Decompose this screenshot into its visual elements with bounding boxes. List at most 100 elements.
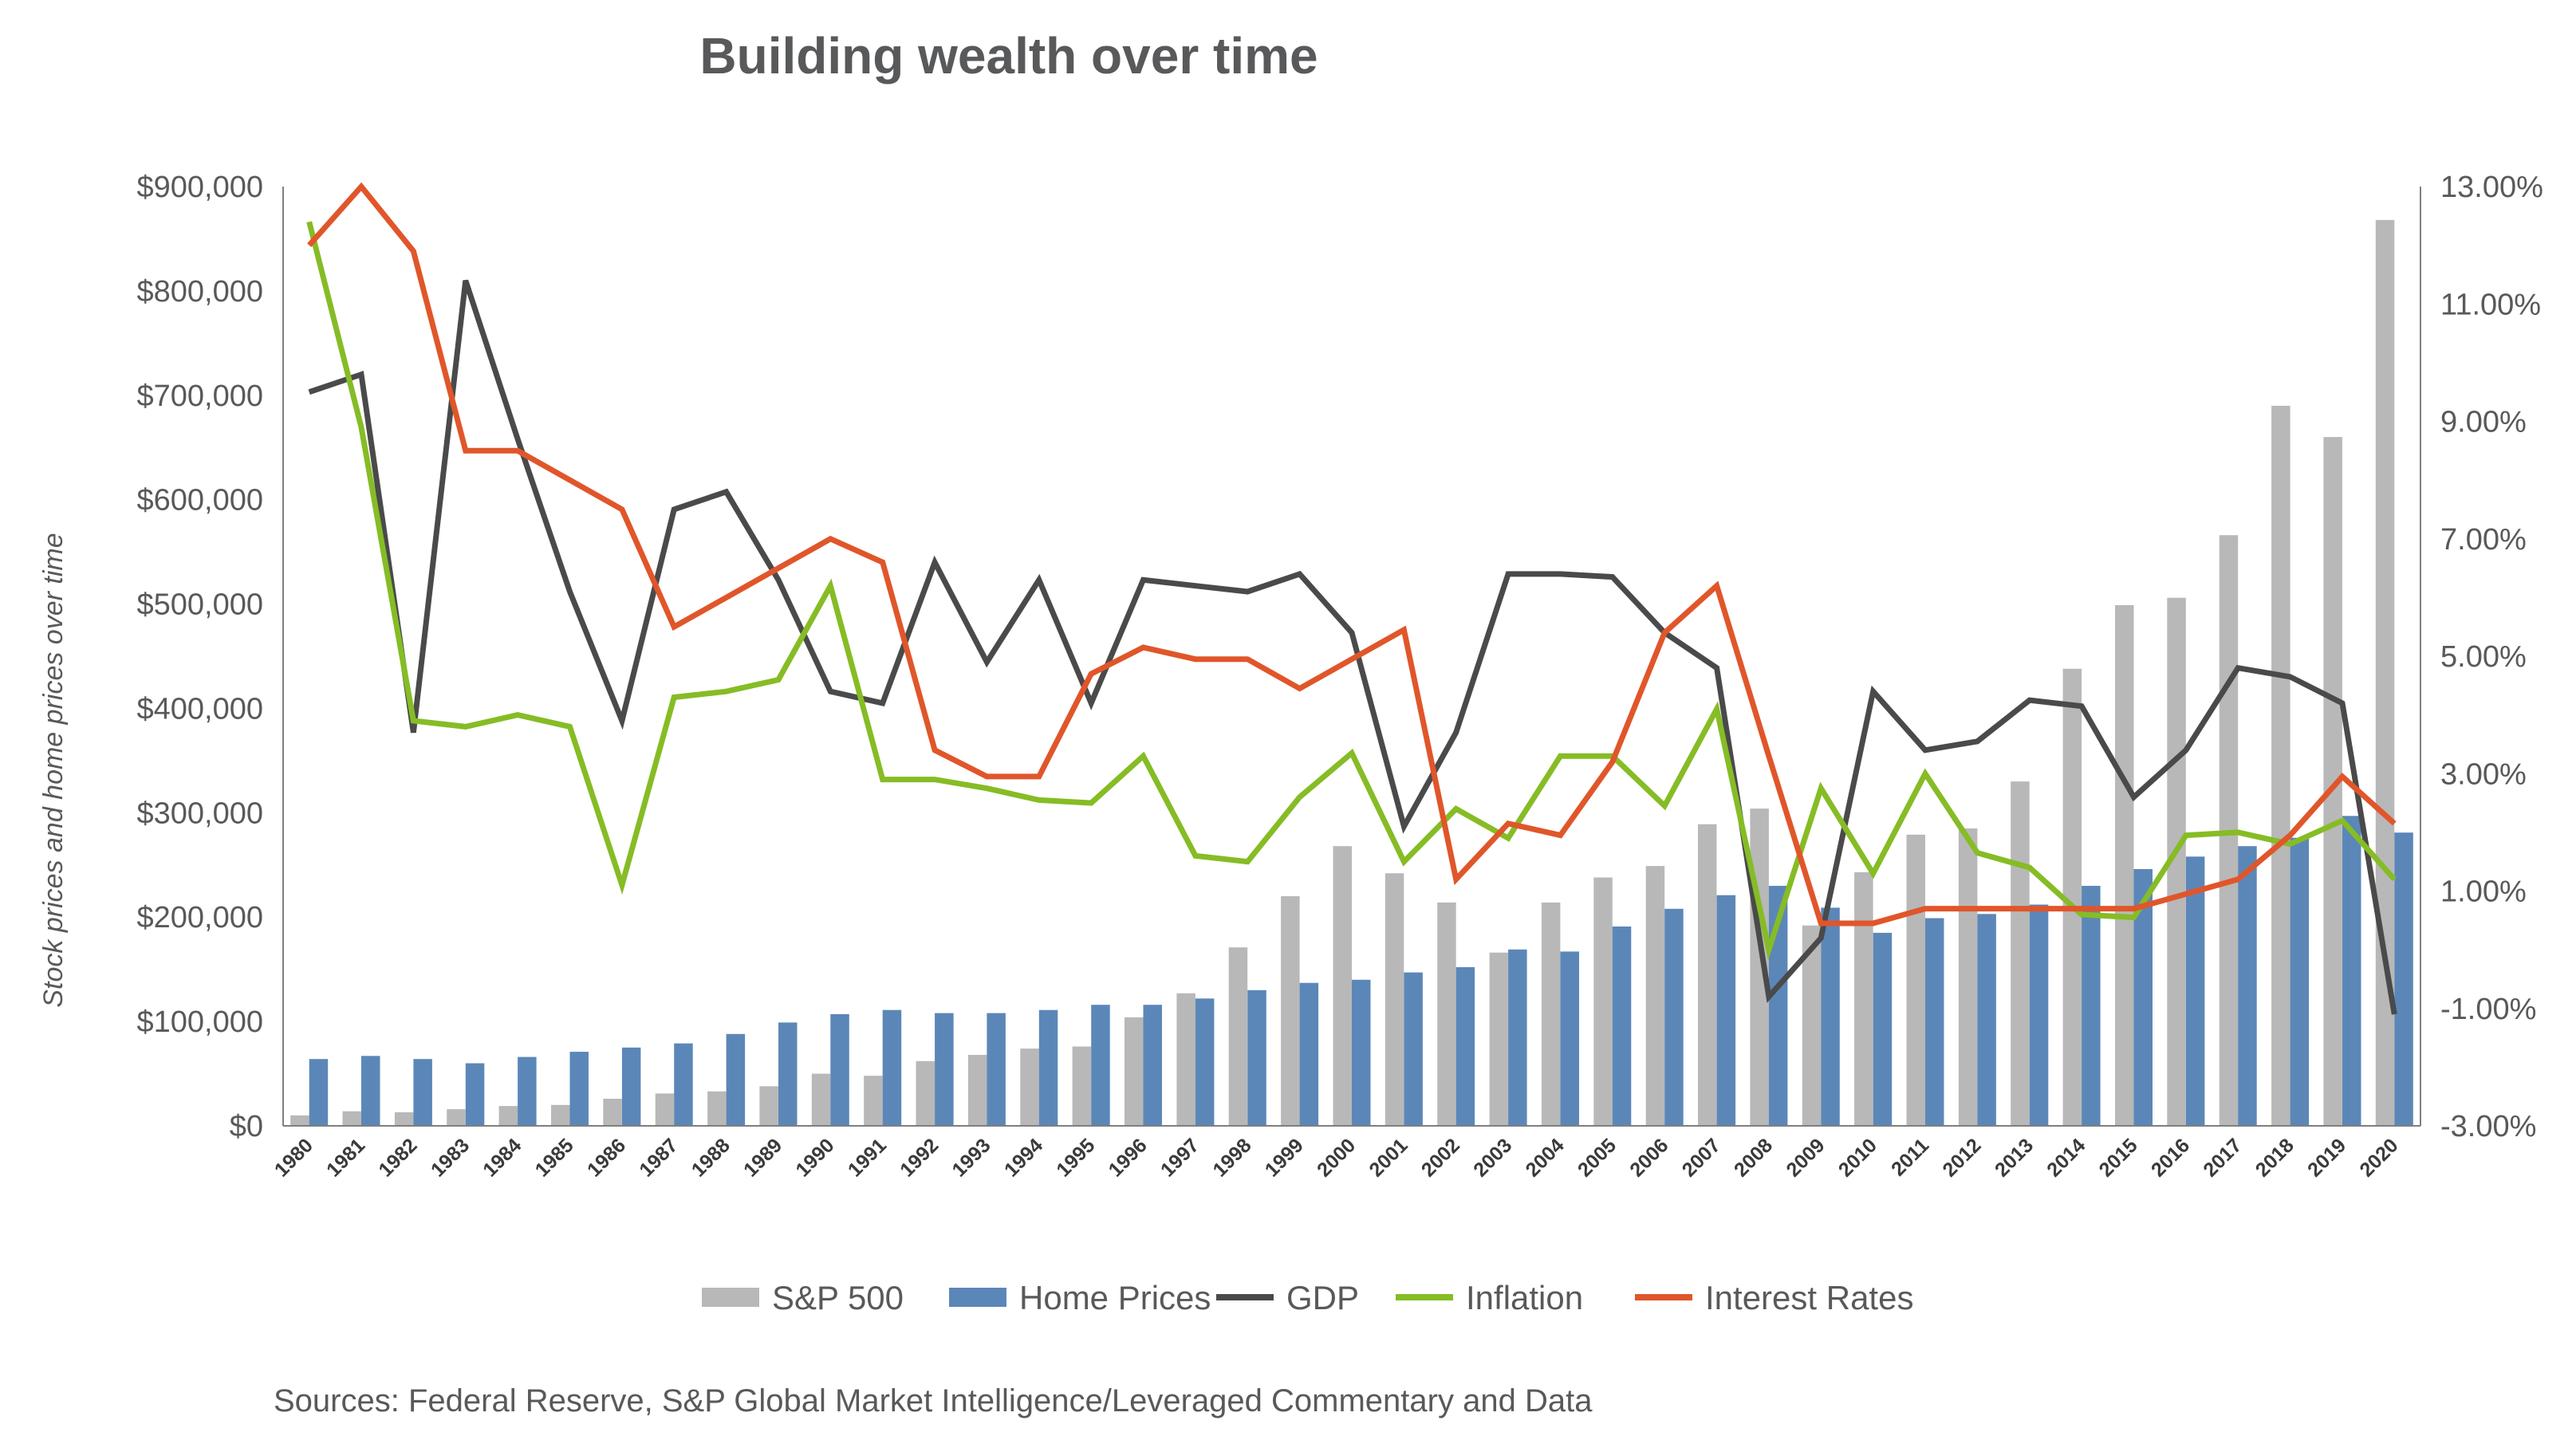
bar-home-prices-2019 [2342, 816, 2361, 1126]
bar-sandp-500-2006 [1645, 866, 1665, 1126]
bar-sandp-500-2001 [1385, 873, 1404, 1126]
bar-sandp-500-2020 [2375, 219, 2395, 1126]
x-tick-label: 1984 [479, 1134, 526, 1181]
bar-sandp-500-1992 [916, 1060, 935, 1126]
bar-sandp-500-2007 [1698, 824, 1717, 1126]
bar-sandp-500-2005 [1593, 877, 1613, 1126]
legend-item-interest-rates: Interest Rates [1635, 1279, 1913, 1316]
bar-home-prices-1995 [1091, 1005, 1110, 1126]
bar-home-prices-2014 [2082, 886, 2101, 1126]
bar-home-prices-1982 [413, 1059, 432, 1126]
x-tick-label: 1981 [322, 1134, 369, 1181]
bar-home-prices-2010 [1873, 932, 1893, 1126]
x-tick-label: 2008 [1730, 1134, 1777, 1181]
x-tick-label: 2010 [1834, 1134, 1881, 1181]
x-tick-label: 1995 [1052, 1134, 1099, 1181]
bar-sandp-500-2009 [1802, 925, 1822, 1126]
y2-tick-label: 1.00% [2440, 875, 2527, 909]
bar-home-prices-2003 [1508, 949, 1527, 1126]
bar-sandp-500-1993 [967, 1055, 987, 1126]
bar-home-prices-2009 [1821, 907, 1840, 1126]
x-tick-label: 2012 [1939, 1134, 1986, 1181]
x-tick-label: 1993 [948, 1134, 995, 1181]
bar-home-prices-2006 [1664, 908, 1684, 1126]
y2-tick-label: 13.00% [2440, 171, 2543, 204]
bar-home-prices-1989 [778, 1022, 798, 1126]
bar-sandp-500-2004 [1541, 902, 1561, 1126]
axes-layer [282, 187, 2421, 1127]
bar-sandp-500-1990 [811, 1073, 831, 1126]
chart-title: Building wealth over time [699, 27, 1318, 85]
x-tick-label: 2006 [1625, 1134, 1672, 1181]
bar-sandp-500-2012 [1958, 828, 1978, 1126]
x-tick-label: 1990 [791, 1134, 838, 1181]
bar-home-prices-1988 [726, 1033, 746, 1126]
y-tick-label: $100,000 [137, 1005, 264, 1039]
x-tick-label: 2014 [2042, 1134, 2090, 1181]
bar-sandp-500-1981 [342, 1111, 361, 1126]
bar-sandp-500-1984 [498, 1106, 518, 1126]
bar-sandp-500-2018 [2271, 405, 2290, 1126]
bar-sandp-500-1988 [707, 1091, 727, 1126]
y-tick-label: $900,000 [137, 171, 264, 204]
y2-tick-label: 11.00% [2440, 288, 2541, 321]
bar-sandp-500-2013 [2011, 781, 2030, 1126]
bar-home-prices-1994 [1038, 1009, 1058, 1126]
legend-label: Inflation [1466, 1279, 1583, 1316]
bar-sandp-500-1987 [655, 1093, 675, 1126]
y-tick-label: $700,000 [137, 380, 264, 413]
x-tick-label: 2015 [2095, 1134, 2142, 1181]
bar-sandp-500-1989 [759, 1086, 778, 1126]
bar-sandp-500-1980 [290, 1115, 309, 1126]
y-tick-label: $0 [230, 1110, 263, 1143]
bar-sandp-500-1991 [864, 1076, 883, 1126]
x-tick-label: 1994 [1000, 1134, 1047, 1181]
bar-home-prices-2002 [1455, 967, 1475, 1126]
x-tick-label: 1999 [1261, 1134, 1308, 1181]
bar-home-prices-1998 [1247, 990, 1266, 1126]
bar-home-prices-2016 [2185, 856, 2205, 1126]
x-tick-label: 2000 [1313, 1134, 1360, 1181]
source-note: Sources: Federal Reserve, S&P Global Mar… [274, 1383, 1593, 1418]
bar-home-prices-2017 [2238, 846, 2257, 1126]
bar-sandp-500-1985 [551, 1104, 570, 1126]
x-tick-label: 1998 [1208, 1134, 1255, 1181]
x-tick-label: 2016 [2147, 1134, 2194, 1181]
legend: S&P 500 Home Prices GDP Inflation Interest R… [702, 1279, 1913, 1316]
x-tick-label: 1989 [739, 1134, 786, 1181]
x-tick-label: 2002 [1417, 1134, 1464, 1181]
y-axis-label: Stock prices and home prices over time [38, 533, 69, 1007]
y-tick-label: $800,000 [137, 275, 264, 309]
legend-label: Home Prices [1019, 1279, 1211, 1316]
lines-layer [306, 182, 2397, 1015]
bar-home-prices-1984 [518, 1056, 537, 1126]
x-tick-label: 1997 [1156, 1134, 1203, 1181]
legend-swatch [949, 1288, 1006, 1307]
x-tick-label: 2003 [1469, 1134, 1516, 1181]
bar-home-prices-1999 [1299, 982, 1319, 1126]
bar-sandp-500-2000 [1333, 846, 1352, 1126]
bar-home-prices-1996 [1143, 1005, 1162, 1126]
y-tick-label: $600,000 [137, 484, 264, 517]
x-tick-label: 2005 [1574, 1134, 1621, 1181]
bar-home-prices-1980 [309, 1059, 329, 1126]
bar-home-prices-1992 [935, 1013, 954, 1126]
x-tick-label: 2011 [1887, 1134, 1933, 1180]
bar-home-prices-1993 [987, 1013, 1006, 1126]
bar-home-prices-2008 [1768, 886, 1788, 1126]
x-tick-label: 2013 [1991, 1134, 2038, 1181]
bars-layer [290, 219, 2413, 1126]
bar-sandp-500-2019 [2323, 437, 2342, 1126]
y2-tick-label: -3.00% [2440, 1110, 2536, 1143]
y-tick-label: $500,000 [137, 588, 264, 622]
y-tick-label: $200,000 [137, 901, 264, 934]
bar-sandp-500-2014 [2062, 668, 2082, 1126]
y2-tick-label: 5.00% [2440, 640, 2527, 674]
bar-home-prices-1981 [361, 1056, 380, 1126]
bar-sandp-500-1983 [447, 1109, 466, 1126]
legend-item-home-prices: Home Prices [949, 1279, 1211, 1316]
legend-label: S&P 500 [772, 1279, 904, 1316]
x-tick-label: 2007 [1678, 1134, 1725, 1181]
x-tick-label: 2009 [1782, 1134, 1829, 1181]
x-tick-label: 1987 [635, 1134, 682, 1181]
